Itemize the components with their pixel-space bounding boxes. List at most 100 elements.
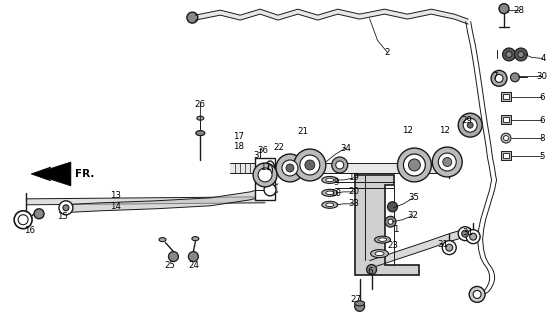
Circle shape bbox=[432, 147, 462, 177]
Circle shape bbox=[63, 205, 69, 211]
Circle shape bbox=[506, 52, 512, 58]
Polygon shape bbox=[61, 184, 278, 213]
Circle shape bbox=[458, 227, 472, 241]
Circle shape bbox=[514, 48, 527, 61]
Circle shape bbox=[276, 154, 304, 182]
Text: 3: 3 bbox=[253, 150, 259, 160]
Polygon shape bbox=[26, 197, 265, 205]
Text: 30: 30 bbox=[536, 72, 547, 81]
Text: 15: 15 bbox=[57, 212, 68, 221]
Circle shape bbox=[408, 159, 420, 171]
Ellipse shape bbox=[322, 189, 338, 196]
Circle shape bbox=[458, 113, 482, 137]
Text: 36: 36 bbox=[258, 146, 269, 155]
Ellipse shape bbox=[159, 238, 166, 242]
Circle shape bbox=[495, 74, 503, 82]
Text: 35: 35 bbox=[408, 193, 419, 202]
Bar bbox=[501, 151, 511, 160]
Circle shape bbox=[305, 160, 315, 170]
Circle shape bbox=[332, 157, 347, 173]
Text: 32: 32 bbox=[407, 211, 418, 220]
Circle shape bbox=[462, 230, 468, 237]
Text: 29: 29 bbox=[462, 116, 473, 125]
Ellipse shape bbox=[265, 161, 275, 179]
Text: 8: 8 bbox=[539, 133, 544, 143]
Text: 31: 31 bbox=[438, 240, 449, 249]
Text: 23: 23 bbox=[387, 241, 398, 250]
Circle shape bbox=[385, 216, 396, 227]
Ellipse shape bbox=[326, 178, 334, 182]
Bar bbox=[255, 158, 275, 200]
Polygon shape bbox=[355, 175, 420, 275]
Ellipse shape bbox=[197, 116, 204, 120]
Circle shape bbox=[466, 230, 480, 244]
Text: 28: 28 bbox=[513, 6, 524, 15]
Text: 12: 12 bbox=[439, 126, 450, 135]
Circle shape bbox=[473, 291, 481, 298]
Circle shape bbox=[502, 48, 516, 61]
Circle shape bbox=[294, 149, 326, 181]
Circle shape bbox=[188, 252, 198, 261]
Text: 2: 2 bbox=[385, 48, 390, 57]
Text: 6: 6 bbox=[368, 267, 374, 276]
Ellipse shape bbox=[268, 165, 273, 175]
Ellipse shape bbox=[326, 191, 334, 195]
Circle shape bbox=[34, 209, 44, 219]
Circle shape bbox=[18, 215, 28, 225]
Circle shape bbox=[355, 301, 365, 311]
Circle shape bbox=[253, 163, 277, 187]
Text: 24: 24 bbox=[188, 261, 199, 270]
Text: 18: 18 bbox=[233, 141, 244, 151]
Circle shape bbox=[388, 219, 393, 224]
Text: 21: 21 bbox=[297, 127, 309, 136]
Text: 16: 16 bbox=[23, 226, 34, 235]
Bar bbox=[501, 92, 511, 101]
Bar bbox=[501, 115, 511, 124]
Text: 22: 22 bbox=[274, 142, 285, 152]
Text: 6: 6 bbox=[539, 93, 544, 102]
Circle shape bbox=[187, 12, 198, 23]
Polygon shape bbox=[195, 9, 468, 24]
Ellipse shape bbox=[322, 201, 338, 208]
Circle shape bbox=[467, 122, 473, 128]
Circle shape bbox=[264, 184, 276, 196]
Text: FR.: FR. bbox=[75, 169, 94, 179]
Circle shape bbox=[463, 118, 477, 132]
Ellipse shape bbox=[375, 252, 384, 256]
Text: 19: 19 bbox=[348, 173, 359, 182]
Circle shape bbox=[403, 154, 425, 176]
Ellipse shape bbox=[192, 237, 199, 241]
Bar bbox=[503, 94, 509, 99]
Circle shape bbox=[503, 136, 508, 140]
Circle shape bbox=[300, 155, 320, 175]
Circle shape bbox=[499, 4, 509, 14]
Text: 26: 26 bbox=[195, 100, 206, 109]
Circle shape bbox=[443, 157, 452, 166]
Text: 5: 5 bbox=[539, 151, 544, 161]
Ellipse shape bbox=[355, 301, 365, 306]
Text: 34: 34 bbox=[340, 144, 351, 153]
Circle shape bbox=[14, 211, 32, 229]
Circle shape bbox=[511, 73, 519, 82]
Text: 10: 10 bbox=[330, 189, 341, 198]
Circle shape bbox=[282, 160, 298, 176]
Text: 31: 31 bbox=[463, 228, 473, 237]
Circle shape bbox=[397, 148, 431, 182]
Circle shape bbox=[469, 286, 485, 302]
Circle shape bbox=[470, 233, 477, 240]
Text: 27: 27 bbox=[350, 295, 361, 304]
Circle shape bbox=[446, 244, 453, 251]
Text: 25: 25 bbox=[164, 261, 175, 270]
Circle shape bbox=[438, 153, 456, 171]
Polygon shape bbox=[370, 229, 467, 268]
Circle shape bbox=[442, 241, 456, 255]
Circle shape bbox=[518, 52, 524, 58]
Bar bbox=[503, 153, 509, 158]
Text: 13: 13 bbox=[110, 191, 121, 200]
Polygon shape bbox=[230, 163, 449, 173]
Ellipse shape bbox=[379, 238, 386, 241]
Bar bbox=[503, 117, 509, 122]
Circle shape bbox=[286, 164, 294, 172]
Text: 17: 17 bbox=[233, 132, 244, 140]
Text: 4: 4 bbox=[540, 54, 546, 63]
